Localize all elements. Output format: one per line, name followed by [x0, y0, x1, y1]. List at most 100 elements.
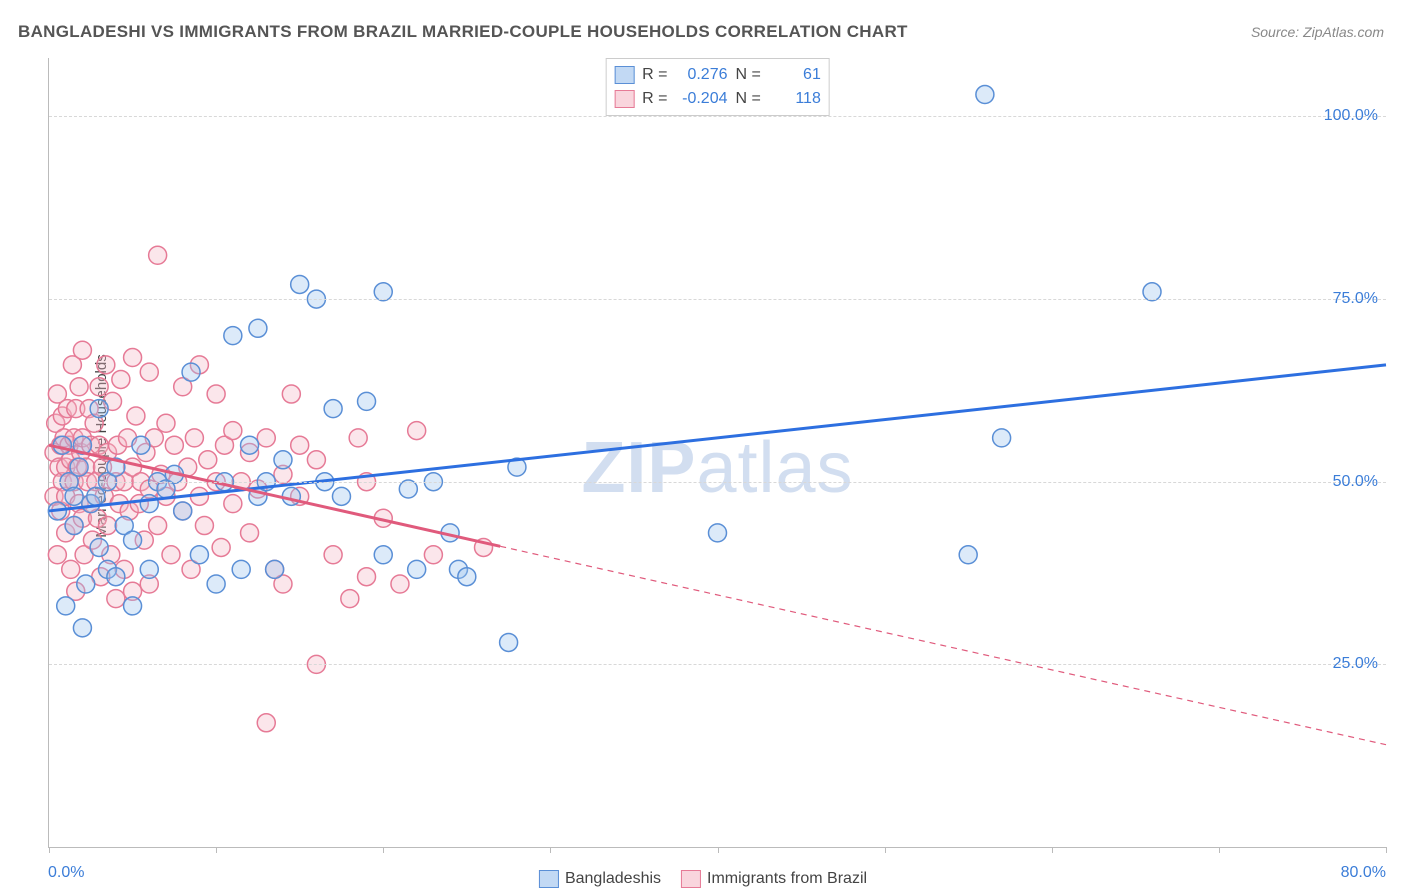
data-point	[162, 546, 180, 564]
data-point	[324, 546, 342, 564]
data-point	[98, 517, 116, 535]
data-point	[959, 546, 977, 564]
data-point	[174, 502, 192, 520]
data-point	[307, 451, 325, 469]
data-point	[993, 429, 1011, 447]
data-point	[241, 524, 259, 542]
data-point	[282, 487, 300, 505]
xtick	[718, 847, 719, 853]
data-point	[65, 517, 83, 535]
data-point	[124, 349, 142, 367]
data-point	[232, 560, 250, 578]
data-point	[349, 429, 367, 447]
data-point	[73, 619, 91, 637]
data-point	[132, 436, 150, 454]
data-point	[107, 590, 125, 608]
data-point	[976, 86, 994, 104]
data-point	[374, 546, 392, 564]
gridline-h	[49, 116, 1386, 117]
xtick	[216, 847, 217, 853]
data-point	[358, 568, 376, 586]
data-point	[77, 575, 95, 593]
plot-svg	[49, 58, 1386, 847]
data-point	[107, 568, 125, 586]
gridline-h	[49, 664, 1386, 665]
data-point	[391, 575, 409, 593]
data-point	[70, 458, 88, 476]
data-point	[207, 385, 225, 403]
data-point	[112, 370, 130, 388]
xtick-label-max: 80.0%	[1341, 864, 1386, 882]
data-point	[65, 487, 83, 505]
ytick-label: 75.0%	[1333, 290, 1378, 308]
data-point	[90, 378, 108, 396]
data-point	[62, 560, 80, 578]
data-point	[124, 531, 142, 549]
data-point	[124, 597, 142, 615]
data-point	[70, 378, 88, 396]
xtick	[1219, 847, 1220, 853]
data-point	[195, 517, 213, 535]
data-point	[408, 560, 426, 578]
data-point	[149, 517, 167, 535]
gridline-h	[49, 299, 1386, 300]
data-point	[291, 275, 309, 293]
data-point	[190, 546, 208, 564]
data-point	[341, 590, 359, 608]
legend-item-1: Immigrants from Brazil	[681, 870, 867, 888]
data-point	[165, 436, 183, 454]
data-point	[266, 560, 284, 578]
xtick	[383, 847, 384, 853]
xtick	[885, 847, 886, 853]
bottom-legend: Bangladeshis Immigrants from Brazil	[539, 870, 867, 888]
data-point	[140, 363, 158, 381]
data-point	[241, 436, 259, 454]
data-point	[157, 414, 175, 432]
data-point	[149, 246, 167, 264]
data-point	[48, 546, 66, 564]
data-point	[249, 319, 267, 337]
data-point	[140, 560, 158, 578]
data-point	[57, 597, 75, 615]
ytick-label: 100.0%	[1324, 107, 1378, 125]
xtick	[1052, 847, 1053, 853]
gridline-h	[49, 482, 1386, 483]
data-point	[97, 356, 115, 374]
data-point	[274, 451, 292, 469]
data-point	[207, 575, 225, 593]
legend-swatch-blue-icon	[539, 870, 559, 888]
ytick-label: 25.0%	[1333, 655, 1378, 673]
data-point	[291, 436, 309, 454]
data-point	[199, 451, 217, 469]
legend-label-1: Immigrants from Brazil	[707, 870, 867, 888]
data-point	[1143, 283, 1161, 301]
data-point	[709, 524, 727, 542]
data-point	[500, 633, 518, 651]
xtick-label-min: 0.0%	[48, 864, 84, 882]
data-point	[224, 327, 242, 345]
data-point	[324, 400, 342, 418]
data-point	[140, 495, 158, 513]
xtick	[49, 847, 50, 853]
data-point	[282, 385, 300, 403]
data-point	[458, 568, 476, 586]
data-point	[424, 546, 442, 564]
source-label: Source: ZipAtlas.com	[1251, 24, 1384, 40]
legend-label-0: Bangladeshis	[565, 870, 661, 888]
data-point	[399, 480, 417, 498]
xtick	[550, 847, 551, 853]
data-point	[224, 422, 242, 440]
data-point	[185, 429, 203, 447]
chart-title: BANGLADESHI VS IMMIGRANTS FROM BRAZIL MA…	[18, 22, 908, 42]
data-point	[90, 538, 108, 556]
data-point	[358, 392, 376, 410]
plot-area: ZIPatlas R = 0.276 N = 61 R = -0.204 N =…	[48, 58, 1386, 848]
data-point	[73, 341, 91, 359]
chart-container: BANGLADESHI VS IMMIGRANTS FROM BRAZIL MA…	[0, 0, 1406, 892]
legend-swatch-pink-icon	[681, 870, 701, 888]
trend-line-extrapolated	[500, 546, 1386, 744]
data-point	[224, 495, 242, 513]
data-point	[127, 407, 145, 425]
data-point	[212, 538, 230, 556]
data-point	[408, 422, 426, 440]
